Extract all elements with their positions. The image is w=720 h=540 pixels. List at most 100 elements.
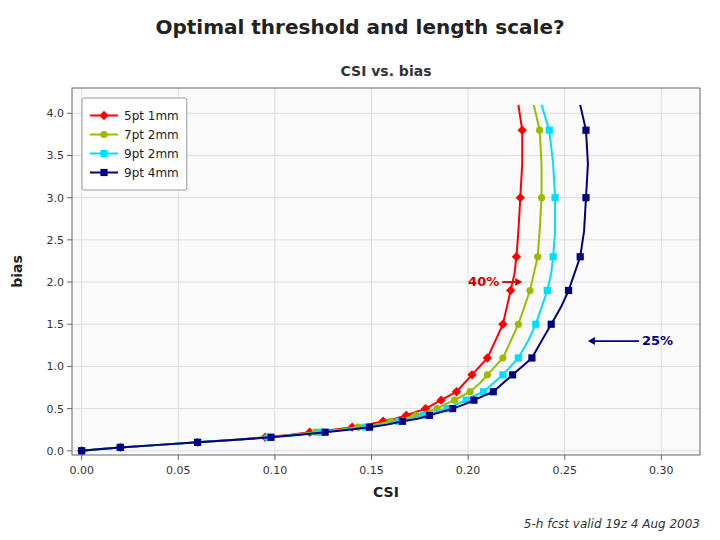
data-point (506, 286, 515, 295)
annotation-text: 40% (468, 274, 499, 289)
data-point (499, 354, 506, 361)
data-point (117, 444, 124, 451)
data-point (516, 193, 525, 202)
plot-frame (72, 88, 700, 455)
data-point (449, 405, 456, 412)
data-point (451, 397, 458, 404)
tick-x (468, 455, 469, 460)
data-point (499, 371, 506, 378)
tick-label-y: 3.0 (47, 192, 65, 205)
tick-x (564, 455, 565, 460)
tick-y (67, 197, 72, 198)
legend-label: 7pt 2mm (124, 128, 179, 142)
tick-label-y: 3.5 (47, 149, 65, 162)
data-point (399, 418, 406, 425)
tick-label-y: 2.5 (47, 234, 65, 247)
data-point (582, 127, 589, 134)
data-point (582, 194, 589, 201)
data-point (565, 287, 572, 294)
grid-line-y (72, 197, 700, 198)
data-point (436, 395, 445, 404)
data-point (509, 371, 516, 378)
data-point (117, 444, 124, 451)
legend-marker (100, 169, 107, 176)
plot-background (72, 88, 700, 455)
data-point (116, 443, 125, 452)
data-point (536, 127, 543, 134)
tick-label-y: 0.5 (47, 403, 65, 416)
data-point (532, 321, 539, 328)
grid-line-x (661, 88, 662, 455)
data-point (467, 370, 476, 379)
data-point (550, 253, 557, 260)
data-point (548, 321, 555, 328)
series-line (82, 105, 588, 451)
tick-y (67, 366, 72, 367)
footer: 5-h fcst valid 19z 4 Aug 2003 (524, 517, 700, 531)
data-point (426, 412, 433, 419)
data-point (544, 287, 551, 294)
annotation-arrowhead (588, 337, 595, 345)
data-point (518, 126, 527, 135)
subtitle: CSI vs. bias (341, 63, 432, 79)
tick-label-y: 4.0 (47, 107, 65, 120)
tick-label-x: 0.10 (263, 464, 288, 477)
series (78, 105, 559, 455)
legend-marker (100, 131, 107, 138)
data-point (366, 424, 373, 431)
grid-line-x (564, 88, 565, 455)
data (77, 105, 590, 455)
tick-label-x: 0.05 (166, 464, 191, 477)
annotation-arrowhead (515, 278, 522, 286)
data-point (546, 127, 553, 134)
data-point (515, 321, 522, 328)
tick-y (67, 282, 72, 283)
data-point (452, 387, 461, 396)
data-point (528, 354, 535, 361)
grid-line-y (72, 366, 700, 367)
tick-y (67, 408, 72, 409)
grid-line-y (72, 239, 700, 240)
tick-label-y: 1.5 (47, 318, 65, 331)
tick-label-y: 1.0 (47, 360, 65, 373)
series-line (82, 105, 555, 451)
tick-y (67, 324, 72, 325)
data-point (194, 439, 201, 446)
tick-x (274, 455, 275, 460)
grid-line-x (274, 88, 275, 455)
tick-x (178, 455, 179, 460)
data-point (484, 371, 491, 378)
legend: 5pt 1mm7pt 2mm9pt 2mm9pt 4mm (82, 98, 187, 190)
tick-y (67, 155, 72, 156)
tick-label-x: 0.00 (69, 464, 94, 477)
tick-label-x: 0.25 (552, 464, 577, 477)
tick-x (371, 455, 372, 460)
data-point (512, 252, 521, 261)
data-point (117, 444, 124, 451)
series-line (82, 105, 523, 451)
annotation-arrow (595, 340, 639, 342)
tick-label-x: 0.15 (359, 464, 384, 477)
data-point (577, 253, 584, 260)
legend-marker (99, 111, 108, 120)
data-point (78, 447, 85, 454)
tick-x (661, 455, 662, 460)
tick-label-x: 0.30 (649, 464, 674, 477)
tick-y (67, 239, 72, 240)
data-point (78, 447, 85, 454)
legend-label: 5pt 1mm (124, 109, 179, 123)
grid-line-y (72, 324, 700, 325)
chart: Optimal threshold and length scale?CSI v… (0, 0, 720, 540)
tick-label-y: 0.0 (47, 445, 65, 458)
data-point (78, 447, 85, 454)
data-point (490, 388, 497, 395)
grid-line-y (72, 450, 700, 451)
legend-marker (100, 150, 107, 157)
data-point (498, 320, 507, 329)
data-point (483, 353, 492, 362)
legend-label: 9pt 2mm (124, 147, 179, 161)
annotation-arrow (502, 281, 515, 283)
data-point (466, 388, 473, 395)
legend-box (82, 98, 187, 190)
y-axis-label: bias (9, 255, 25, 288)
